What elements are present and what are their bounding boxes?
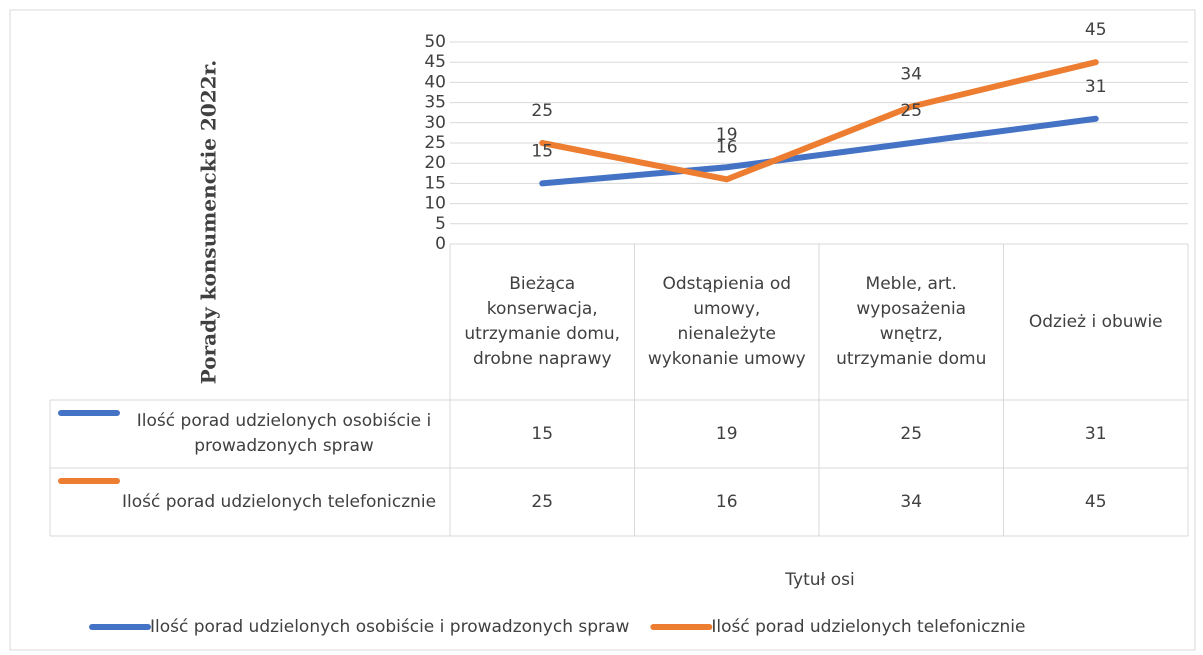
y-tick-label: 20 xyxy=(424,153,446,173)
table-value-text: 19 xyxy=(715,423,738,444)
table-row-header: Ilość porad udzielonych osobiście i prow… xyxy=(50,400,450,468)
y-tick-label: 0 xyxy=(435,234,446,254)
data-label: 34 xyxy=(900,65,922,85)
table-value: 15 xyxy=(450,400,635,468)
table-row-header: Ilość porad udzielonych telefonicznie xyxy=(50,468,450,536)
series-line xyxy=(539,115,1099,187)
table-value: 16 xyxy=(635,468,820,536)
legend-label: Ilość porad udzielonych telefonicznie xyxy=(711,617,1025,637)
table-value: 45 xyxy=(1004,468,1189,536)
category-cell: Odstąpienia od umowy, nienależyte wykona… xyxy=(635,244,820,400)
table-value: 25 xyxy=(819,400,1004,468)
table-value-text: 25 xyxy=(900,423,923,444)
y-tick-label: 5 xyxy=(435,214,446,234)
table-value: 19 xyxy=(635,400,820,468)
data-label: 25 xyxy=(900,101,922,121)
legend-label: Ilość porad udzielonych osobiście i prow… xyxy=(150,617,629,637)
data-label: 45 xyxy=(1085,20,1107,40)
category-cell-text: Meble, art. wyposażenia wnętrz, utrzyman… xyxy=(836,274,987,369)
chart-border xyxy=(9,9,1196,651)
y-tick-label: 15 xyxy=(424,173,446,193)
category-cell: Meble, art. wyposażenia wnętrz, utrzyman… xyxy=(819,244,1004,400)
table-value-text: 16 xyxy=(715,491,738,512)
category-cell: Bieżąca konserwacja, utrzymanie domu, dr… xyxy=(450,244,635,400)
data-label: 16 xyxy=(716,137,738,157)
table-value: 25 xyxy=(450,468,635,536)
x-axis-title: Tytuł osi xyxy=(784,570,854,590)
legend-key xyxy=(58,410,120,416)
category-cell-text: Odstąpienia od umowy, nienależyte wykona… xyxy=(647,274,806,369)
y-axis-title: Porady konsumenckie 2022r. xyxy=(197,60,221,385)
series-line xyxy=(539,59,1099,183)
table-value-text: 15 xyxy=(531,423,554,444)
y-tick-label: 35 xyxy=(424,93,446,113)
data-label: 31 xyxy=(1085,77,1107,97)
y-tick-label: 50 xyxy=(424,32,446,52)
data-label: 19 xyxy=(716,125,738,145)
data-label: 15 xyxy=(531,141,553,161)
data-label: 25 xyxy=(531,101,553,121)
table-value: 31 xyxy=(1004,400,1189,468)
table-value-text: 25 xyxy=(531,491,554,512)
y-tick-label: 25 xyxy=(424,133,446,153)
table-value-text: 45 xyxy=(1084,491,1107,512)
row-label: Ilość porad udzielonych telefonicznie xyxy=(122,491,437,512)
legend-key xyxy=(58,478,120,484)
y-tick-label: 30 xyxy=(424,113,446,133)
row-label: Ilość porad udzielonych osobiście i prow… xyxy=(136,411,432,456)
y-tick-label: 45 xyxy=(424,52,446,72)
table-value-text: 34 xyxy=(900,491,923,512)
table-value: 34 xyxy=(819,468,1004,536)
category-cell-text: Bieżąca konserwacja, utrzymanie domu, dr… xyxy=(464,274,621,369)
y-tick-label: 40 xyxy=(424,72,446,92)
category-cell: Odzież i obuwie xyxy=(1004,244,1189,400)
table-value-text: 31 xyxy=(1084,423,1107,444)
y-tick-label: 10 xyxy=(424,194,446,214)
category-cell-text: Odzież i obuwie xyxy=(1028,311,1163,332)
